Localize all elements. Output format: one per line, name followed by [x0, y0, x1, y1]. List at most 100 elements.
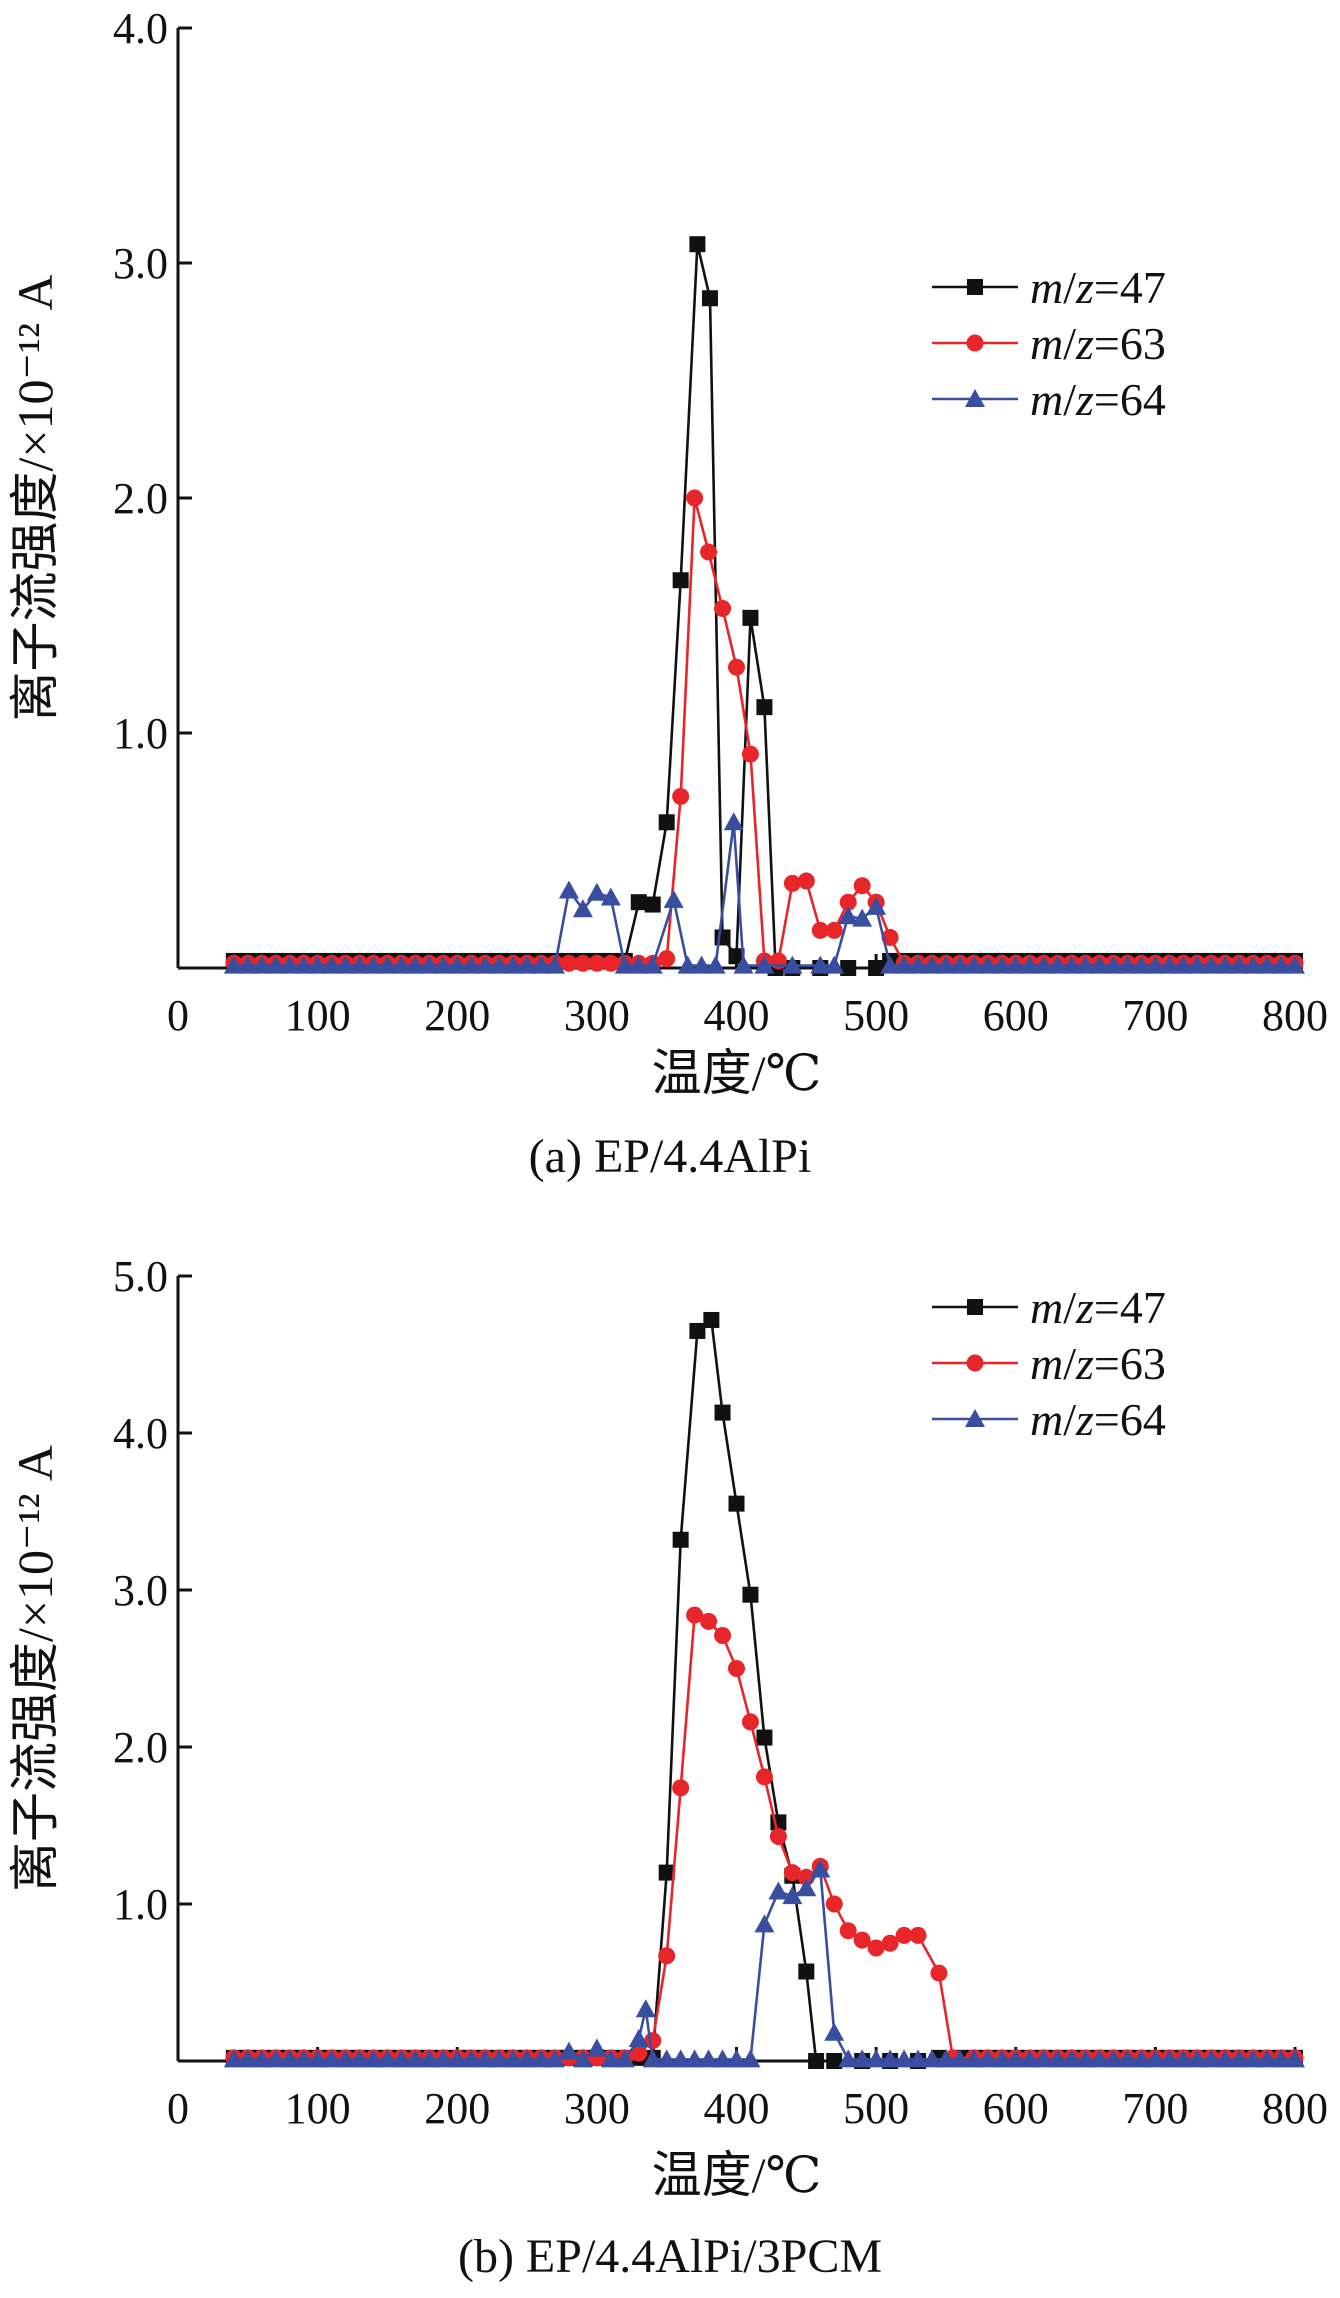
data-point [1047, 955, 1068, 974]
data-point [237, 955, 258, 974]
data-point [602, 954, 620, 972]
data-point [663, 889, 684, 908]
data-point [728, 948, 745, 965]
x-tick-label: 200 [424, 2084, 490, 2133]
data-point [349, 955, 370, 974]
data-point [1173, 955, 1194, 974]
data-point [1145, 2049, 1166, 2068]
data-point [689, 1322, 706, 1339]
data-point [895, 1926, 913, 1944]
x-tick-label: 500 [843, 991, 909, 1040]
data-point [826, 2053, 843, 2069]
x-axis-title: 温度/℃ [652, 1045, 822, 1101]
data-point [740, 2049, 761, 2068]
legend-label: m/z=63 [1030, 1338, 1166, 1389]
y-tick-label: 4.0 [113, 1409, 168, 1458]
data-point [728, 1495, 745, 1512]
data-point [433, 955, 454, 974]
chart-caption: (a) EP/4.4AlPi [529, 1130, 812, 1183]
data-point [279, 955, 300, 974]
data-point [824, 2022, 845, 2041]
data-point [1075, 955, 1096, 974]
data-point [531, 2049, 552, 2068]
legend-item: m/z=63 [932, 1338, 1166, 1389]
x-tick-label: 0 [167, 2084, 189, 2133]
data-point [531, 955, 552, 974]
data-point [503, 2049, 524, 2068]
data-point [307, 2049, 328, 2068]
data-point [489, 955, 510, 974]
data-point [658, 1864, 675, 1881]
legend: m/z=47m/z=63m/z=64 [932, 262, 1166, 425]
data-point [1005, 2049, 1026, 2068]
legend-item: m/z=64 [932, 1394, 1166, 1445]
data-point [293, 955, 314, 974]
data-point [714, 1627, 732, 1645]
data-point [1033, 2049, 1054, 2068]
data-point [600, 2049, 621, 2068]
data-point [868, 960, 885, 976]
data-point [686, 1606, 704, 1624]
y-tick-label: 2.0 [113, 474, 168, 523]
legend-label-part: =47 [1094, 1282, 1166, 1333]
y-tick-label: 1.0 [113, 709, 168, 758]
legend-label: m/z=47 [1030, 1282, 1166, 1333]
data-point [672, 787, 690, 805]
data-point [689, 236, 706, 253]
legend-item: m/z=47 [932, 262, 1166, 313]
series-line [233, 1868, 1295, 2061]
data-point [517, 2049, 538, 2068]
data-point [363, 955, 384, 974]
data-point [503, 955, 524, 974]
data-point [1159, 955, 1180, 974]
data-point [921, 2049, 942, 2068]
x-tick-label: 200 [424, 991, 490, 1040]
data-point [223, 2049, 244, 2068]
data-point [1243, 2049, 1264, 2068]
data-point [447, 2049, 468, 2068]
data-point [726, 2049, 747, 2068]
data-point [335, 2049, 356, 2068]
legend-marker [966, 1354, 984, 1372]
data-point [698, 2049, 719, 2068]
data-point [909, 1926, 927, 1944]
legend-label-part: m [1030, 1282, 1063, 1333]
data-point [419, 955, 440, 974]
data-point [1075, 2049, 1096, 2068]
data-point [391, 2049, 412, 2068]
legend-marker [965, 389, 985, 407]
data-point [796, 1878, 817, 1897]
legend-label-part: / [1063, 1394, 1076, 1445]
y-tick-label: 2.0 [113, 1723, 168, 1772]
data-point [825, 921, 843, 939]
data-point [1271, 955, 1292, 974]
data-point [782, 1886, 803, 1905]
data-point [714, 1404, 731, 1421]
data-point [733, 955, 754, 974]
legend-item: m/z=64 [932, 374, 1166, 425]
data-point [769, 952, 787, 970]
data-point [1033, 955, 1054, 974]
data-point [894, 2049, 915, 2068]
series-line [233, 1613, 1295, 2060]
y-tick-label: 4.0 [113, 4, 168, 53]
data-point [712, 2049, 733, 2068]
data-point [293, 2049, 314, 2068]
data-point [1089, 2049, 1110, 2068]
data-point [963, 2049, 984, 2068]
data-point [867, 1939, 885, 1957]
data-point [1229, 955, 1250, 974]
data-point [363, 2049, 384, 2068]
legend-label-part: z [1075, 318, 1094, 369]
data-point [1019, 955, 1040, 974]
x-tick-label: 100 [285, 2084, 351, 2133]
y-axis-title: 离子流强度/×10⁻¹² A [7, 274, 63, 721]
data-point [1229, 2049, 1250, 2068]
legend-marker [967, 279, 983, 295]
data-point [321, 955, 342, 974]
x-tick-label: 100 [285, 991, 351, 1040]
legend-item: m/z=47 [932, 1282, 1166, 1333]
series-m-z-64 [223, 1859, 1305, 2068]
data-point [558, 880, 579, 899]
data-point [433, 2049, 454, 2068]
